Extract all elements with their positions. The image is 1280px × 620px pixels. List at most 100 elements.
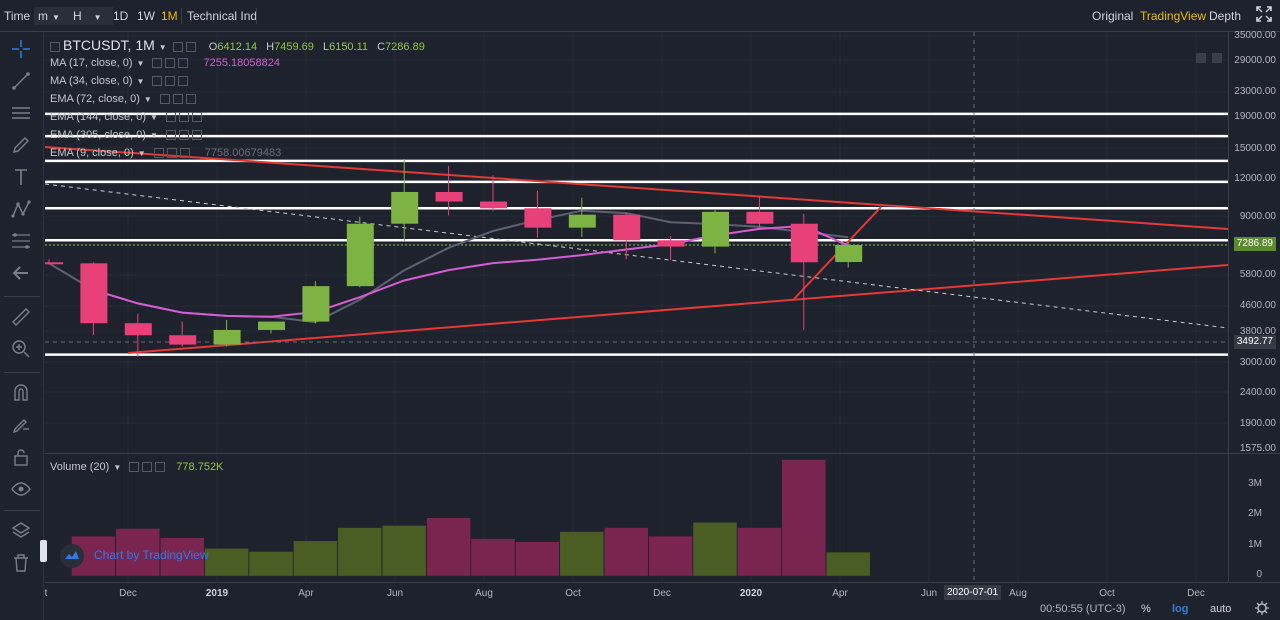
hide-icon[interactable]	[172, 94, 183, 105]
hide-icon[interactable]	[185, 42, 196, 53]
hide-icon[interactable]	[178, 112, 189, 123]
time-axis-label: Oct	[565, 588, 581, 599]
technical-indicators-button[interactable]: Technical Ind	[187, 9, 258, 23]
hide-icon[interactable]	[178, 130, 189, 141]
study-label[interactable]: EMA (9, close, 0)	[50, 147, 134, 159]
settings-gear-icon[interactable]	[1255, 601, 1269, 618]
original-view-button[interactable]: Original	[1092, 9, 1134, 23]
ruler-icon[interactable]	[10, 306, 32, 328]
candle-body	[80, 263, 108, 324]
collapse-icon[interactable]	[50, 42, 60, 53]
chevron-down-icon[interactable]: ▼	[143, 95, 152, 104]
time-axis-label: Dec	[1187, 588, 1205, 599]
high-value: 7459.69	[274, 41, 314, 53]
candle-body	[45, 262, 63, 265]
close-icon[interactable]	[179, 148, 190, 159]
settings-icon[interactable]	[153, 148, 164, 159]
stay-in-drawing-icon[interactable]	[10, 414, 32, 436]
price-axis-label: 1575.00	[1239, 443, 1276, 454]
price-axis-label: 15000.00	[1234, 142, 1276, 154]
trash-icon[interactable]	[10, 552, 32, 574]
candle-body	[790, 223, 818, 263]
pane-close-icon[interactable]	[1212, 53, 1222, 63]
pane-separator[interactable]	[45, 453, 1280, 454]
layers-icon[interactable]	[10, 520, 32, 542]
settings-icon[interactable]	[152, 76, 163, 87]
study-label[interactable]: EMA (72, close, 0)	[50, 93, 140, 105]
chevron-down-icon[interactable]: ▼	[136, 77, 145, 86]
parallel-channel-icon[interactable]	[10, 102, 32, 124]
time-axis-label: Dec	[653, 588, 671, 599]
study-label[interactable]: EMA (305, close, 0)	[50, 129, 146, 141]
time-axis-label: 2019	[205, 588, 229, 599]
zoom-in-icon[interactable]	[10, 338, 32, 360]
brush-icon[interactable]	[10, 134, 32, 156]
settings-icon[interactable]	[129, 462, 140, 473]
eye-icon[interactable]	[10, 478, 32, 500]
minute-interval-dropdown[interactable]: m ▼	[34, 7, 74, 25]
clock-timezone[interactable]: 00:50:55 (UTC-3)	[1040, 603, 1126, 615]
study-label[interactable]: MA (17, close, 0)	[50, 57, 133, 69]
settings-icon[interactable]	[159, 94, 170, 105]
trend-line-icon[interactable]	[10, 70, 32, 92]
time-axis-label: Apr	[298, 588, 314, 599]
study-value: 7255.18058824	[203, 57, 280, 69]
arrow-left-icon[interactable]	[10, 262, 32, 284]
tradingview-watermark[interactable]: Chart by TradingView	[60, 540, 209, 570]
close-icon[interactable]	[191, 112, 202, 123]
candle-body	[702, 211, 729, 247]
log-scale-toggle[interactable]: log	[1172, 603, 1189, 615]
chevron-down-icon[interactable]: ▼	[158, 43, 167, 52]
hide-icon[interactable]	[142, 462, 153, 473]
interval-1m-button[interactable]: 1M	[161, 9, 178, 23]
close-icon[interactable]	[178, 58, 189, 69]
hide-icon[interactable]	[166, 148, 177, 159]
hide-icon[interactable]	[165, 58, 176, 69]
depth-view-button[interactable]: Depth	[1209, 9, 1242, 23]
toolbar-divider	[4, 372, 40, 373]
volume-bar	[248, 551, 294, 577]
chevron-down-icon[interactable]: ▼	[136, 59, 145, 68]
magnet-icon[interactable]	[10, 382, 32, 404]
close-icon[interactable]	[178, 76, 189, 87]
hour-interval-dropdown[interactable]: H ▼	[69, 7, 113, 25]
symbol-label[interactable]: BTCUSDT, 1M	[63, 37, 155, 53]
hide-icon[interactable]	[165, 76, 176, 87]
time-axis-label: Apr	[832, 588, 848, 599]
lock-icon[interactable]	[10, 446, 32, 468]
chevron-down-icon[interactable]: ▼	[150, 113, 158, 122]
text-tool-icon[interactable]	[10, 166, 32, 188]
chevron-down-icon[interactable]: ▼	[150, 131, 158, 140]
collapse-toolbar-handle[interactable]	[40, 540, 47, 562]
volume-bar	[648, 535, 693, 577]
crosshair-icon[interactable]	[10, 38, 32, 60]
volume-study-label[interactable]: Volume (20)	[50, 461, 110, 473]
chevron-down-icon[interactable]: ▼	[137, 149, 146, 158]
auto-scale-toggle[interactable]: auto	[1210, 603, 1232, 615]
interval-1d-button[interactable]: 1D	[113, 9, 129, 23]
settings-icon[interactable]	[172, 42, 183, 53]
close-icon[interactable]	[185, 94, 196, 105]
close-icon[interactable]	[191, 130, 202, 141]
pane-maximize-icon[interactable]	[1196, 53, 1206, 63]
fullscreen-icon[interactable]	[1252, 6, 1276, 24]
close-icon[interactable]	[155, 462, 166, 473]
interval-1w-button[interactable]: 1W	[137, 9, 155, 23]
volume-bar	[737, 527, 782, 577]
fib-retracement-icon[interactable]	[10, 230, 32, 252]
study-label[interactable]: EMA (144, close, 0)	[50, 111, 146, 123]
chevron-down-icon[interactable]: ▼	[113, 463, 122, 472]
settings-icon[interactable]	[152, 58, 163, 69]
study-label[interactable]: MA (34, close, 0)	[50, 75, 133, 87]
candle-body	[124, 323, 152, 336]
settings-icon[interactable]	[165, 112, 176, 123]
settings-icon[interactable]	[165, 130, 176, 141]
tradingview-view-button[interactable]: TradingView	[1140, 9, 1207, 23]
study-legend-ema9: EMA (9, close, 0) ▼ 7758.00679483	[50, 145, 281, 161]
price-chart[interactable]	[45, 32, 1228, 582]
chevron-down-icon: ▼	[93, 13, 102, 22]
pattern-icon[interactable]	[10, 198, 32, 220]
volume-bar	[559, 531, 605, 577]
percent-scale-toggle[interactable]: %	[1141, 603, 1151, 615]
volume-bar	[603, 527, 649, 577]
